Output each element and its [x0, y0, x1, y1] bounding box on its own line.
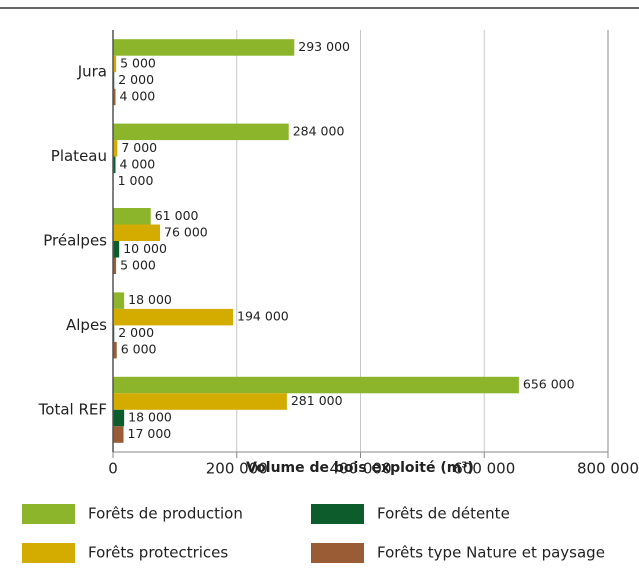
x-tick-label: 400 000: [329, 460, 391, 478]
value-label: 2 000: [118, 325, 154, 340]
bar: [113, 123, 289, 141]
value-label: 284 000: [293, 123, 345, 138]
value-label: 6 000: [121, 342, 157, 357]
legend-swatch: [22, 504, 75, 524]
value-label: 5 000: [120, 55, 156, 70]
bar: [113, 376, 519, 394]
value-label: 5 000: [120, 257, 156, 272]
value-label: 10 000: [123, 241, 167, 256]
bar: [113, 257, 117, 274]
bar: [113, 88, 116, 106]
value-label: 656 000: [523, 377, 575, 392]
category-label: Jura: [77, 63, 107, 81]
bar: [113, 292, 125, 309]
value-label: 17 000: [128, 426, 172, 441]
category-label: Alpes: [66, 316, 107, 334]
bar: [113, 156, 116, 174]
value-label: 18 000: [128, 410, 172, 425]
legend-swatch: [22, 543, 75, 563]
value-label: 2 000: [118, 72, 154, 87]
legend-swatch: [311, 543, 364, 563]
x-tick-label: 800 000: [577, 460, 639, 478]
value-label: 61 000: [155, 208, 199, 223]
x-tick-label: 600 000: [453, 460, 515, 478]
bar: [113, 393, 287, 410]
x-tick-label: 0: [108, 460, 118, 478]
value-label: 18 000: [128, 292, 172, 307]
category-label: Préalpes: [43, 232, 107, 250]
value-label: 194 000: [237, 309, 289, 324]
legend-swatch: [311, 504, 364, 524]
bar: [113, 55, 117, 73]
legend-label: Forêts de détente: [377, 505, 510, 523]
category-label: Total REF: [38, 400, 107, 418]
value-label: 1 000: [118, 173, 154, 188]
bar: [113, 39, 295, 56]
bar: [113, 140, 118, 157]
bar: [113, 308, 234, 326]
category-label: Plateau: [51, 147, 107, 165]
legend-label: Forêts de production: [88, 505, 243, 523]
bar: [113, 241, 120, 258]
x-tick-label: 200 000: [206, 460, 268, 478]
x-axis-title: Volume de bois exploité (m³): [246, 460, 474, 476]
value-label: 4 000: [119, 156, 155, 171]
legend-label: Forêts type Nature et paysage: [377, 544, 605, 562]
bar: [113, 426, 124, 443]
legend-label: Forêts protectrices: [88, 544, 228, 562]
bar: [113, 341, 117, 359]
value-label: 7 000: [121, 140, 157, 155]
bar: [113, 409, 125, 427]
bar: [113, 224, 161, 241]
value-label: 281 000: [291, 393, 343, 408]
value-label: 76 000: [164, 224, 208, 239]
value-label: 4 000: [119, 88, 155, 103]
bar: [113, 208, 151, 225]
value-label: 293 000: [298, 39, 350, 54]
